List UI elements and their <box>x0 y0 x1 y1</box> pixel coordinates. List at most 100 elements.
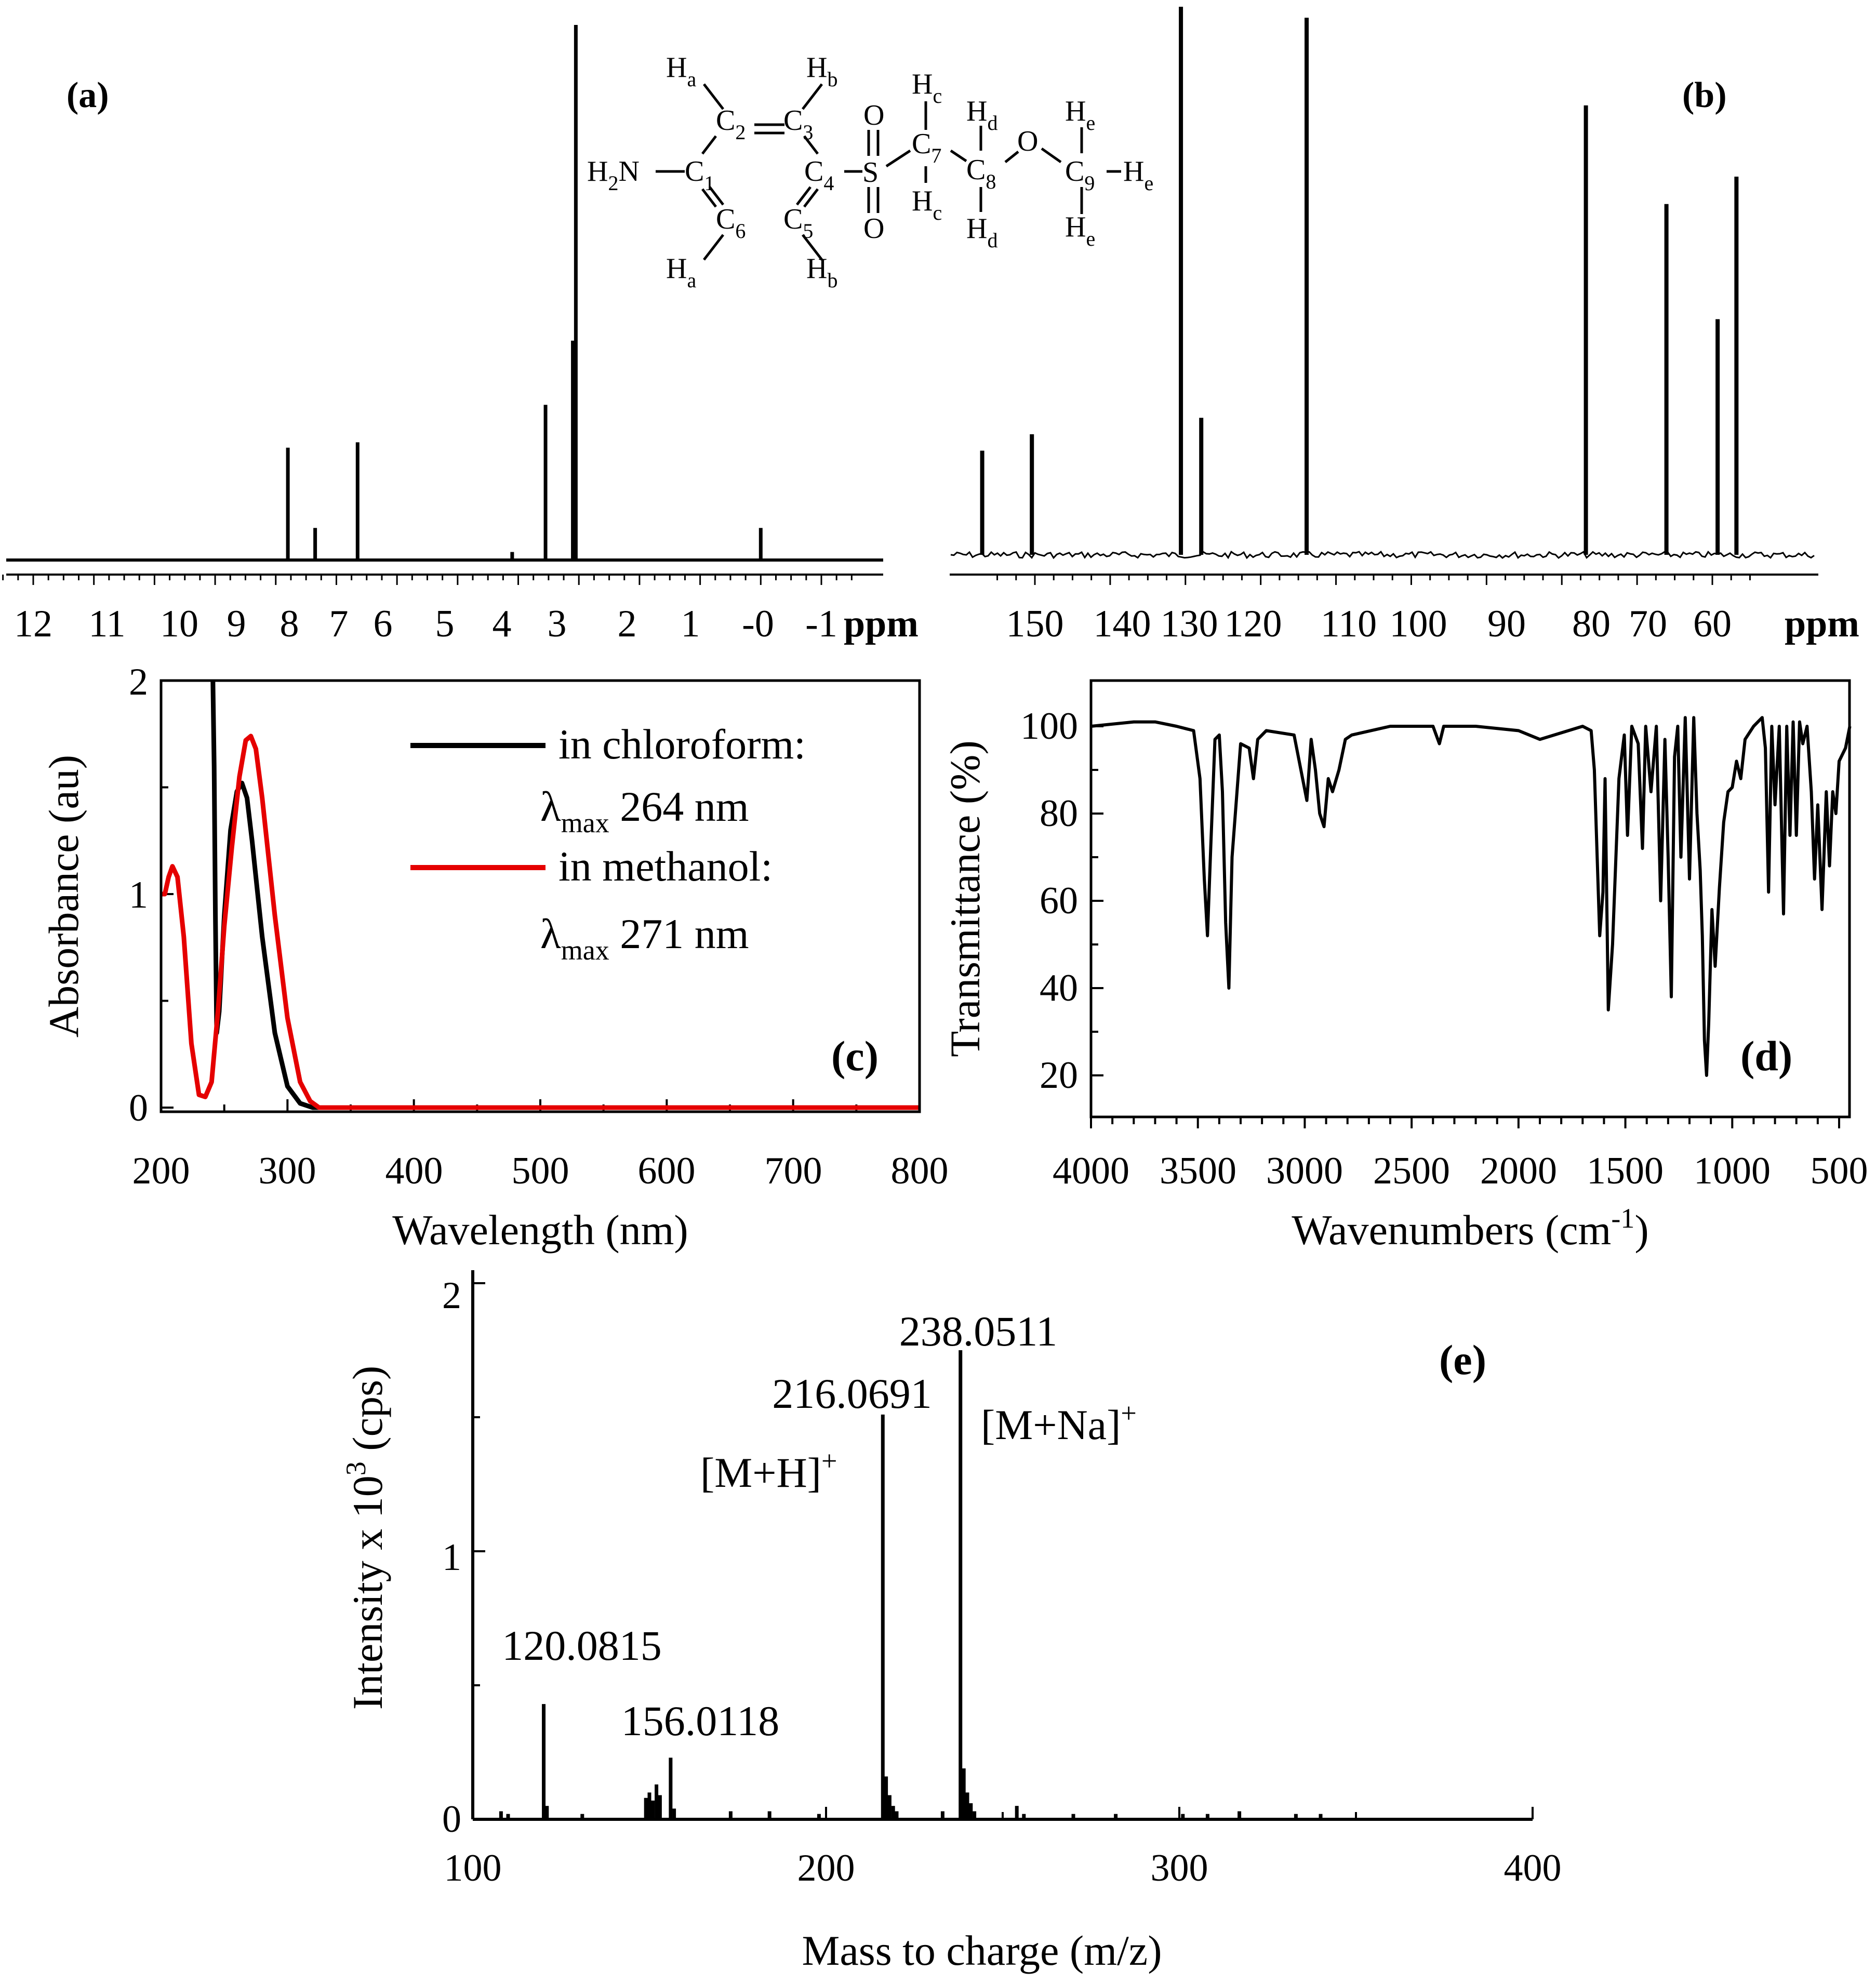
panel-a-tick-label: 8 <box>280 603 299 645</box>
peak-label-mh: [M+H]+ <box>700 1445 837 1496</box>
panel-e-xtick-label: 300 <box>1151 1847 1208 1889</box>
panel-e-xtick-label: 100 <box>444 1847 502 1889</box>
bond-c4-c5-double <box>796 186 811 206</box>
atom-o-top: O <box>863 99 884 131</box>
molecule-structure: Ha Hb C2 C3 H2N C1 C4 C6 C5 Ha Hb O S O … <box>587 51 1153 292</box>
atom-c8: C8 <box>966 154 996 193</box>
panel-c-xtick-label: 600 <box>638 1150 696 1192</box>
panel-c: 0 1 2 200 300 400 500 600 700 800 Wavele… <box>40 661 949 1254</box>
peak-label-120: 120.0815 <box>502 1622 662 1669</box>
panel-b-tick-label: 90 <box>1487 603 1526 645</box>
panel-b-tick-label: 140 <box>1094 603 1151 645</box>
atom-c9: C9 <box>1065 155 1095 195</box>
panel-a-peaks <box>286 25 763 560</box>
atom-hd-bot: Hd <box>966 212 997 252</box>
panel-e-xtick-label: 400 <box>1504 1847 1562 1889</box>
atom-hc-top: Hc <box>912 68 942 108</box>
panel-b-label: (b) <box>1682 75 1727 115</box>
atom-hc-bot: Hc <box>912 185 942 224</box>
panel-b-tick-label: 80 <box>1572 603 1611 645</box>
atom-ha-bot: Ha <box>666 252 696 292</box>
peak-label-mna: [M+Na]+ <box>981 1397 1137 1448</box>
panel-c-label: (c) <box>831 1032 879 1080</box>
panel-c-xtick-label: 400 <box>385 1150 443 1192</box>
atom-c7: C7 <box>912 128 941 167</box>
atom-s: S <box>862 156 879 189</box>
panel-c-xlabel: Wavelength (nm) <box>392 1206 688 1254</box>
atom-ha-top: Ha <box>666 51 696 91</box>
atom-h2n: H2N <box>587 155 640 195</box>
atom-he-top: He <box>1065 95 1095 135</box>
panel-a-tick-label: 4 <box>493 603 512 645</box>
panel-d-frame <box>1089 679 1851 1119</box>
panel-e-ytick-label: 2 <box>442 1274 461 1317</box>
panel-e: 0 1 2 100 200 300 400 Mass to charge (m/… <box>340 1270 1562 1974</box>
panel-b: (b) 150 140 130 120 110 100 90 80 70 60 … <box>950 7 1859 645</box>
bond-c4-c5 <box>803 188 819 208</box>
panel-e-ylabel: Intensity x 103 (cps) <box>340 1366 391 1710</box>
bond-c1-c6 <box>701 188 717 208</box>
panel-d-xtick-label: 2000 <box>1480 1150 1557 1192</box>
bond-c6-ha <box>703 234 724 261</box>
atom-c3: C3 <box>783 104 813 144</box>
bond-s-c7 <box>885 149 911 168</box>
peak-label-156: 156.0118 <box>621 1697 779 1745</box>
legend-chloroform-label: in chloroform: <box>558 721 806 768</box>
atom-o-ether: O <box>1017 125 1038 157</box>
panel-d: 20 40 60 80 100 4000 3500 3000 2500 2000… <box>941 679 1868 1254</box>
panel-b-tick-label: 130 <box>1161 603 1218 645</box>
series-methanol-line <box>161 734 920 1110</box>
panel-b-tick-label: 100 <box>1390 603 1447 645</box>
panel-a-tick-label: -1 <box>805 603 837 645</box>
atom-c4: C4 <box>804 155 834 195</box>
panel-a-tick-label: 2 <box>618 603 637 645</box>
atom-c6: C6 <box>716 203 746 243</box>
panel-e-ytick-label: 0 <box>442 1798 461 1841</box>
panel-d-ytick-label: 60 <box>1040 880 1078 922</box>
panel-b-xlabel: ppm <box>1785 603 1859 645</box>
panel-d-xlabel: Wavenumbers (cm-1) <box>1292 1203 1648 1254</box>
atom-hd-top: Hd <box>966 95 997 135</box>
panel-d-xtick-label: 3500 <box>1160 1150 1236 1192</box>
panel-c-series <box>161 680 920 1110</box>
panel-a-tick-label: 6 <box>374 603 393 645</box>
panel-a-tick-label: 5 <box>435 603 455 645</box>
panel-b-tick-label: 70 <box>1629 603 1667 645</box>
panel-a-tick-label: 3 <box>548 603 567 645</box>
panel-a-tick-label: 1 <box>681 603 700 645</box>
panel-c-frame <box>159 679 921 1113</box>
atom-c1: C1 <box>685 155 714 195</box>
atom-c2: C2 <box>716 104 746 144</box>
panel-d-xtick-label: 4000 <box>1053 1150 1129 1192</box>
panel-d-ytick-label: 80 <box>1040 792 1078 835</box>
panel-a-ticks <box>2 575 853 585</box>
panel-c-xtick-label: 500 <box>512 1150 569 1192</box>
panel-c-ytick-label: 0 <box>129 1087 148 1129</box>
panel-e-series <box>499 1350 1323 1819</box>
panel-c-ytick-label: 2 <box>129 661 148 703</box>
panel-d-xtick-label: 1000 <box>1694 1150 1771 1192</box>
panel-b-tick-label: 120 <box>1225 603 1282 645</box>
peak-label-216: 216.0691 <box>772 1370 932 1417</box>
bond-c7-c8 <box>950 149 967 163</box>
atom-he-right: He <box>1123 155 1153 195</box>
bond-c5-hb <box>802 234 823 261</box>
panel-a-xlabel: ppm <box>844 603 919 645</box>
panel-d-ylabel: Transmittance (%) <box>941 740 989 1057</box>
panel-d-xtick-label: 2500 <box>1373 1150 1450 1192</box>
panel-e-xlabel: Mass to charge (m/z) <box>802 1927 1162 1974</box>
legend-chloroform-lambda: λmax 264 nm <box>540 783 749 838</box>
panel-b-baseline-noise <box>950 550 1815 560</box>
panel-d-xtick-label: 500 <box>1811 1150 1868 1192</box>
panel-d-label: (d) <box>1740 1032 1792 1080</box>
panel-c-xtick-label: 800 <box>891 1150 949 1192</box>
panel-a: (a) 12 11 10 9 8 7 6 5 4 3 2 1 -0 -1 ppm <box>2 25 919 645</box>
panel-c-ylabel: Absorbance (au) <box>40 755 87 1037</box>
panel-c-xtick-label: 700 <box>765 1150 822 1192</box>
legend-methanol-lambda: λmax 271 nm <box>540 910 749 966</box>
bond-c8-o <box>1004 151 1019 163</box>
atom-c5: C5 <box>783 203 813 243</box>
panel-e-xtick-label: 200 <box>797 1847 855 1889</box>
panel-b-peaks <box>980 7 1739 555</box>
